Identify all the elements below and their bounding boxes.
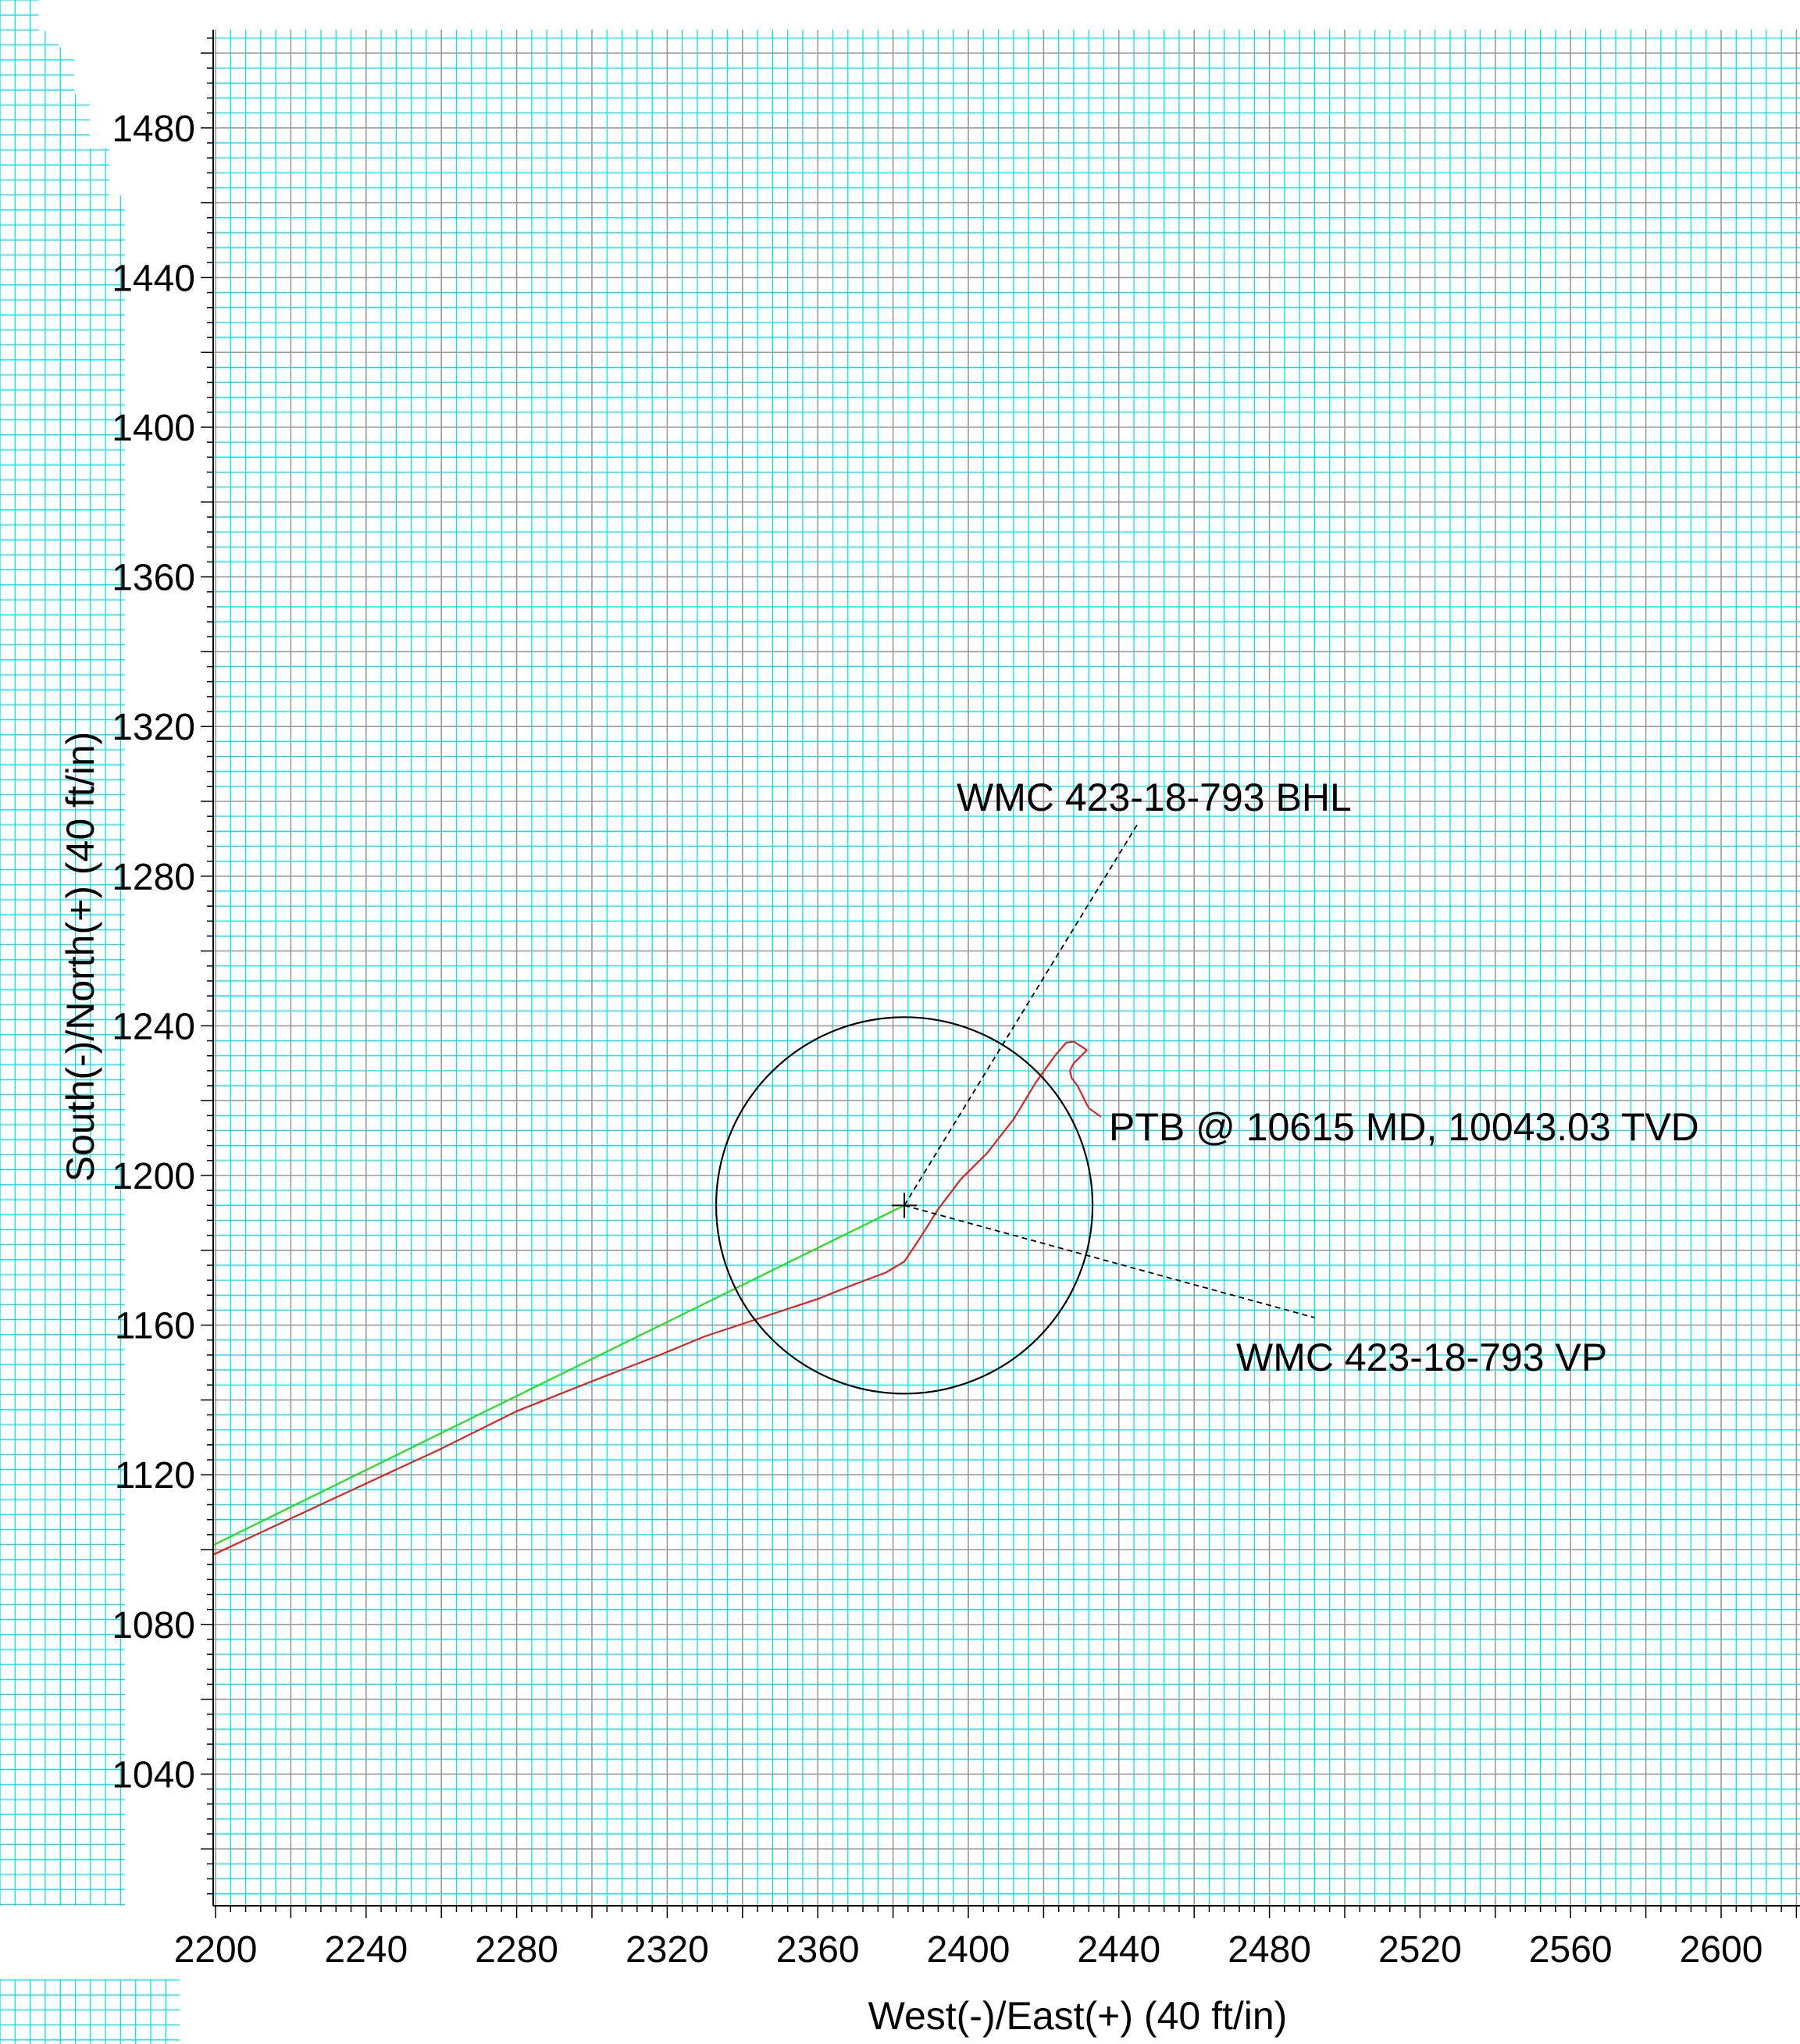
annotations: WMC 423-18-793 BHL PTB @ 10615 MD, 10043.… bbox=[904, 776, 1699, 1379]
tick-labels: 2200 2240 2280 2320 2360 2400 2440 2480 2520 2560… bbox=[112, 109, 1763, 1971]
x-tick-label: 2360 bbox=[776, 1929, 860, 1971]
y-tick-label: 1160 bbox=[115, 1306, 195, 1347]
annotation-leader bbox=[904, 1204, 1315, 1318]
target-circle bbox=[715, 1016, 1094, 1395]
y-tick-label: 1440 bbox=[112, 258, 195, 299]
annotation-leader bbox=[1088, 1107, 1102, 1118]
actual-line bbox=[213, 1040, 1090, 1556]
y-tick-label: 1400 bbox=[112, 408, 195, 449]
y-tick-label: 1280 bbox=[112, 857, 195, 898]
annotation-leader bbox=[904, 823, 1139, 1206]
x-tick-label: 2480 bbox=[1228, 1929, 1311, 1971]
y-tick-label: 1320 bbox=[112, 707, 195, 748]
x-tick-label: 2560 bbox=[1529, 1929, 1613, 1971]
y-tick-label: 1040 bbox=[112, 1754, 195, 1796]
plot-grid bbox=[213, 30, 1800, 1906]
plan-line bbox=[213, 1204, 905, 1546]
y-tick-label: 1360 bbox=[112, 558, 195, 599]
annotation-label: WMC 423-18-793 BHL bbox=[957, 776, 1352, 819]
x-tick-label: 2320 bbox=[626, 1929, 709, 1971]
annotation-label: PTB @ 10615 MD, 10043.03 TVD bbox=[1109, 1105, 1699, 1149]
x-tick-label: 2600 bbox=[1680, 1929, 1763, 1971]
x-tick-label: 2520 bbox=[1378, 1929, 1462, 1971]
x-tick-label: 2240 bbox=[324, 1929, 408, 1971]
x-tick-label: 2280 bbox=[475, 1929, 558, 1971]
x-axis-title: West(-)/East(+) (40 ft/in) bbox=[868, 1994, 1288, 2038]
y-tick-label: 1200 bbox=[112, 1156, 195, 1197]
y-axis-title: South(-)/North(+) (40 ft/in) bbox=[59, 732, 102, 1183]
y-tick-label: 1480 bbox=[112, 109, 195, 150]
x-tick-label: 2400 bbox=[927, 1929, 1010, 1971]
y-tick-label: 1120 bbox=[115, 1455, 195, 1496]
background-grid bbox=[0, 0, 180, 2044]
axes bbox=[201, 30, 1800, 1918]
y-tick-label: 1240 bbox=[112, 1006, 195, 1047]
series-layer bbox=[213, 1016, 1094, 1556]
x-tick-label: 2200 bbox=[174, 1929, 258, 1971]
x-tick-label: 2440 bbox=[1077, 1929, 1160, 1971]
annotation-label: WMC 423-18-793 VP bbox=[1236, 1336, 1607, 1379]
y-tick-label: 1080 bbox=[112, 1605, 195, 1646]
